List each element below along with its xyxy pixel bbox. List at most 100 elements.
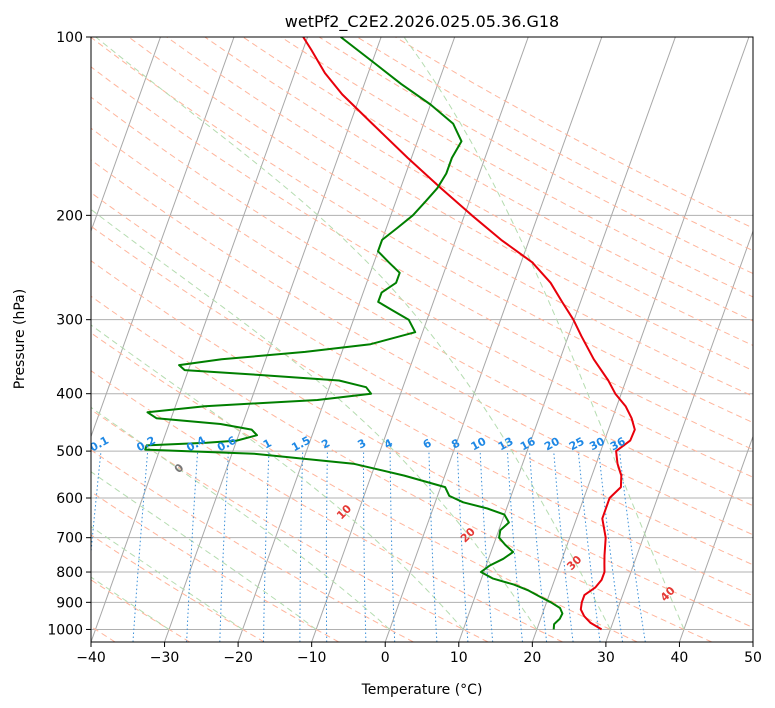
y-tick-label: 300 — [56, 313, 83, 329]
mixing-ratio-line — [456, 451, 469, 642]
y-tick-label: 500 — [56, 444, 83, 460]
moist-adiabat-line — [91, 576, 170, 630]
chart-title: wetPf2_C2E2.2026.025.05.36.G18 — [285, 12, 559, 32]
x-tick-label: 40 — [671, 650, 689, 666]
dry-adiabat-line — [91, 491, 340, 642]
dry-adiabat-line — [91, 192, 753, 566]
y-tick-label: 200 — [56, 208, 83, 224]
mixing-ratio-line — [186, 451, 199, 642]
mixing-ratio-line — [598, 451, 624, 642]
moist-adiabat-line — [95, 37, 611, 630]
isotherm-line — [164, 37, 382, 642]
mixing-ratio-line — [325, 451, 328, 642]
dry-adiabat-line — [395, 37, 753, 229]
y-tick-label: 800 — [56, 565, 83, 581]
profile-lines — [144, 37, 636, 631]
dry-adiabat-line — [128, 37, 753, 397]
isotherm-line — [458, 37, 676, 642]
dry-adiabat-line — [91, 295, 713, 642]
dry-adiabat-line — [280, 37, 753, 298]
moist-adiabat-line — [91, 471, 317, 630]
mixing-ratio-label: 1 — [261, 436, 274, 451]
dry-adiabat-line — [91, 409, 489, 642]
mixing-ratio-label: 2 — [319, 436, 332, 451]
moist-adiabat-line — [91, 208, 538, 630]
dry-adiabat-line — [91, 449, 414, 642]
isotherm-line — [531, 37, 750, 642]
mixing-ratio-label: 36 — [608, 435, 628, 454]
mixing-ratio-label: 10 — [469, 435, 489, 454]
mixing-ratio-line — [479, 451, 494, 642]
dry-adiabat-line — [166, 37, 753, 372]
dry-adiabat-line — [204, 37, 753, 346]
mixing-ratio-label: 13 — [496, 435, 516, 454]
dry-adiabat-line — [91, 534, 265, 642]
x-tick-label: 10 — [450, 650, 468, 666]
mixing-ratio-label: 3 — [356, 436, 369, 451]
moist-adiabat-line — [403, 37, 685, 630]
isotherm-line — [91, 37, 161, 233]
axes: −40 −30 −20 −10 0 10 20 30 40 5010020030040050060… — [47, 30, 762, 666]
x-tick-label: −30 — [150, 650, 180, 666]
dry-adiabat-line — [91, 225, 753, 597]
x-tick-label: 20 — [523, 650, 541, 666]
dry-adiabat-line — [242, 37, 753, 322]
x-tick-label: −20 — [223, 650, 253, 666]
moist-adiabat-label: 40 — [658, 584, 678, 604]
mixing-ratio-line — [299, 451, 304, 642]
dry-adiabat-line — [91, 260, 753, 629]
x-tick-label: 50 — [744, 650, 762, 666]
isotherm-line — [752, 640, 753, 642]
mixing-ratio-line — [362, 451, 367, 642]
mixing-ratio-line — [389, 451, 396, 642]
isotherm-line — [384, 37, 603, 642]
mixing-ratio-line — [529, 451, 548, 642]
mixing-ratio-line — [506, 451, 523, 642]
dry-adiabat-label: -10 — [22, 440, 44, 464]
isotherm-line — [91, 37, 235, 439]
mixing-ratio-label: 25 — [567, 435, 587, 454]
dry-adiabat-line — [91, 159, 753, 536]
dry-adiabat-line — [91, 370, 563, 642]
y-tick-label: 1000 — [47, 622, 83, 638]
mixing-ratio-line — [553, 451, 574, 642]
mixing-ratio-line — [263, 451, 270, 642]
mixing-ratio-line — [219, 451, 229, 642]
moist-adiabat-line — [91, 324, 464, 630]
x-tick-label: 0 — [381, 650, 390, 666]
plot-frame — [90, 36, 754, 643]
y-tick-label: 100 — [56, 30, 83, 46]
x-tick-label: 30 — [597, 650, 615, 666]
y-tick-label: 400 — [56, 387, 83, 403]
dry-adiabat-line — [91, 37, 753, 424]
line-labels: 0.10.20.40.611.52346810131620253036-100-… — [22, 434, 678, 605]
dry-adiabat-line — [91, 579, 190, 642]
mixing-ratio-label: 30 — [587, 435, 607, 454]
isotherm-line — [237, 37, 456, 642]
y-tick-label: 700 — [56, 531, 83, 547]
mixing-ratio-line — [577, 451, 601, 642]
x-tick-label: −40 — [76, 650, 106, 666]
y-tick-label: 900 — [56, 595, 83, 611]
mixing-ratio-line — [91, 451, 102, 558]
dry-adiabat-line — [91, 66, 753, 451]
dry-adiabat-line — [91, 127, 753, 507]
isotherm-line — [91, 37, 309, 642]
moist-adiabat-line — [91, 525, 243, 630]
moist-adiabat-label: 10 — [334, 502, 354, 522]
moist-adiabat-label: 0 — [172, 461, 187, 476]
mixing-ratio-label: 4 — [382, 436, 395, 451]
mixing-ratio-label: 16 — [518, 435, 538, 454]
isotherm-line — [678, 435, 753, 642]
mixing-ratio-label: 20 — [542, 435, 562, 454]
y-axis-label: Pressure (hPa) — [12, 289, 28, 389]
isotherm-line — [605, 229, 753, 642]
dry-adiabat-line — [91, 96, 753, 478]
temperature-line — [302, 37, 636, 631]
background-lines — [91, 37, 753, 642]
moist-adiabat-label: 30 — [564, 553, 584, 573]
dewpoint-line — [144, 37, 564, 630]
y-tick-label: 600 — [56, 491, 83, 507]
x-tick-label: −10 — [297, 650, 327, 666]
